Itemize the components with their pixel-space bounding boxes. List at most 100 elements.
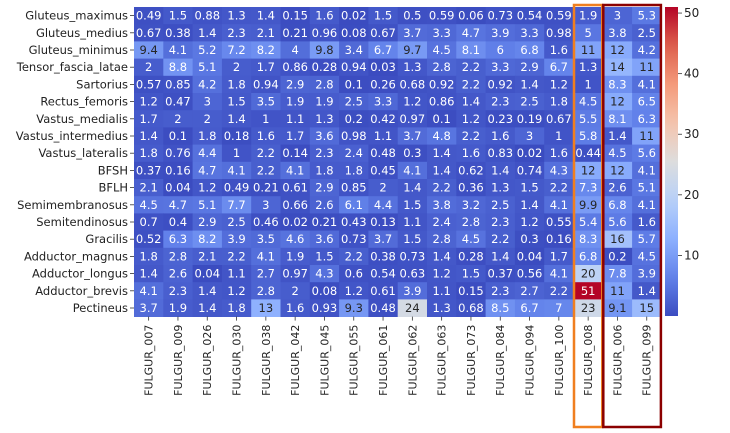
cell-vastus-medialis-fulgur-009 xyxy=(163,110,193,128)
cell-label-adductor-longus-fulgur-094: 0.56 xyxy=(517,267,543,281)
cell-gluteus-medius-fulgur-099 xyxy=(632,24,662,42)
cell-bflh-fulgur-061 xyxy=(368,179,399,197)
cell-label-pectineus-fulgur-007: 3.7 xyxy=(140,301,158,315)
cell-label-rectus-femoris-fulgur-073: 1.4 xyxy=(462,95,480,109)
cell-label-semitendinosus-fulgur-055: 0.43 xyxy=(341,215,367,229)
cell-label-bfsh-fulgur-026: 4.7 xyxy=(198,163,216,177)
cell-pectineus-fulgur-062 xyxy=(397,299,428,317)
cell-gluteus-maximus-fulgur-045 xyxy=(309,7,340,25)
cell-bfsh-fulgur-073 xyxy=(456,161,486,180)
cell-bflh-fulgur-084 xyxy=(485,179,516,197)
cell-label-gluteus-medius-fulgur-084: 3.9 xyxy=(491,26,509,40)
cell-vastus-medialis-fulgur-042 xyxy=(280,110,311,128)
cell-label-gluteus-minimus-fulgur-007: 9.4 xyxy=(140,43,158,57)
cell-gluteus-maximus-fulgur-026 xyxy=(192,7,223,25)
cell-label-adductor-brevis-fulgur-038: 2.8 xyxy=(257,284,275,298)
cell-sartorius-fulgur-008 xyxy=(573,75,604,94)
cell-label-semitendinosus-fulgur-045: 0.21 xyxy=(312,215,338,229)
cell-rectus-femoris-fulgur-055 xyxy=(339,93,369,111)
cell-label-gracilis-fulgur-038: 3.5 xyxy=(257,232,275,246)
cell-label-adductor-brevis-fulgur-009: 2.3 xyxy=(169,284,187,298)
cell-vastus-medialis-fulgur-094 xyxy=(514,110,545,128)
cell-gluteus-minimus-fulgur-045 xyxy=(309,41,340,59)
heatmap-cells: 0.49 1.5 0.88 1.3 1.4 0.15 1.6 0.02 1.5 0.5 0.59 0.… xyxy=(134,7,662,317)
cell-vastus-medialis-fulgur-038 xyxy=(251,110,281,128)
cell-label-gluteus-minimus-fulgur-055: 3.4 xyxy=(345,43,363,57)
highlight-boxes xyxy=(572,3,663,429)
cell-gluteus-medius-fulgur-030 xyxy=(221,24,252,42)
cell-adductor-magnus-fulgur-042 xyxy=(280,247,311,266)
cell-vastus-intermedius-fulgur-099 xyxy=(632,127,662,145)
cell-adductor-brevis-fulgur-055 xyxy=(339,282,369,300)
cell-tensor-fascia-latae-fulgur-099 xyxy=(632,58,662,77)
cell-gluteus-maximus-fulgur-084 xyxy=(485,7,516,25)
cell-label-adductor-brevis-fulgur-042: 2 xyxy=(291,284,298,298)
cell-label-bflh-fulgur-062: 1.4 xyxy=(403,181,421,195)
cell-label-tensor-fascia-latae-fulgur-094: 2.9 xyxy=(520,60,538,74)
cell-label-semitendinosus-fulgur-062: 1.1 xyxy=(403,215,421,229)
row-label-bflh: BFLH xyxy=(98,181,128,195)
cell-sartorius-fulgur-055 xyxy=(339,75,369,94)
cell-label-semimembranosus-fulgur-099: 4.1 xyxy=(638,198,656,212)
cell-label-semitendinosus-fulgur-026: 2.9 xyxy=(198,215,216,229)
cell-gluteus-maximus-fulgur-008 xyxy=(573,7,604,25)
column-label-fulgur-009: FULGUR_009 xyxy=(172,325,185,396)
cell-semimembranosus-fulgur-055 xyxy=(339,196,369,214)
cell-adductor-brevis-fulgur-030 xyxy=(221,282,252,300)
column-label-fulgur-007: FULGUR_007 xyxy=(143,325,156,396)
cell-label-adductor-magnus-fulgur-055: 2.2 xyxy=(345,249,363,263)
cell-label-gluteus-maximus-fulgur-038: 1.4 xyxy=(257,9,275,23)
cell-bfsh-fulgur-026 xyxy=(192,161,223,180)
cell-label-adductor-magnus-fulgur-006: 0.2 xyxy=(608,249,626,263)
cell-label-vastus-intermedius-fulgur-042: 1.7 xyxy=(286,129,304,143)
cell-semitendinosus-fulgur-073 xyxy=(456,213,486,231)
cell-label-sartorius-fulgur-055: 0.1 xyxy=(345,77,363,91)
cell-label-tensor-fascia-latae-fulgur-062: 1.3 xyxy=(403,60,421,74)
column-label-fulgur-084: FULGUR_084 xyxy=(494,325,507,396)
cell-gluteus-medius-fulgur-055 xyxy=(339,24,369,42)
cell-vastus-intermedius-fulgur-063 xyxy=(427,127,457,145)
cell-label-gluteus-medius-fulgur-099: 2.5 xyxy=(638,26,656,40)
cell-adductor-magnus-fulgur-007 xyxy=(134,247,164,266)
cell-vastus-intermedius-fulgur-062 xyxy=(397,127,428,145)
cell-adductor-magnus-fulgur-008 xyxy=(573,247,604,266)
cell-bfsh-fulgur-006 xyxy=(602,161,633,180)
cell-label-vastus-lateralis-fulgur-038: 2.2 xyxy=(257,146,275,160)
cell-label-sartorius-fulgur-006: 8.3 xyxy=(608,77,626,91)
cell-label-adductor-longus-fulgur-099: 3.9 xyxy=(638,267,656,281)
cell-semitendinosus-fulgur-094 xyxy=(514,213,545,231)
cell-label-bflh-fulgur-007: 2.1 xyxy=(140,181,158,195)
cell-label-rectus-femoris-fulgur-063: 0.86 xyxy=(429,95,455,109)
cell-rectus-femoris-fulgur-061 xyxy=(368,93,399,111)
cell-pectineus-fulgur-100 xyxy=(544,299,574,317)
cell-label-bfsh-fulgur-099: 4.1 xyxy=(638,163,656,177)
cell-label-adductor-longus-fulgur-038: 2.7 xyxy=(257,267,275,281)
cell-pectineus-fulgur-026 xyxy=(192,299,223,317)
cell-tensor-fascia-latae-fulgur-094 xyxy=(514,58,545,77)
colorbar: 10 20 30 40 50 xyxy=(665,6,699,316)
cell-adductor-brevis-fulgur-038 xyxy=(251,282,281,300)
cell-label-adductor-longus-fulgur-055: 0.6 xyxy=(345,267,363,281)
cell-label-pectineus-fulgur-006: 9.1 xyxy=(608,301,626,315)
cell-label-rectus-femoris-fulgur-008: 4.5 xyxy=(579,95,597,109)
cell-gluteus-medius-fulgur-063 xyxy=(427,24,457,42)
cell-bflh-fulgur-063 xyxy=(427,179,457,197)
cell-gluteus-medius-fulgur-008 xyxy=(573,24,604,42)
cell-semitendinosus-fulgur-042 xyxy=(280,213,311,231)
cell-label-semimembranosus-fulgur-063: 3.8 xyxy=(433,198,451,212)
cell-semitendinosus-fulgur-009 xyxy=(163,213,193,231)
cell-vastus-lateralis-fulgur-026 xyxy=(192,144,223,163)
cell-gracilis-fulgur-045 xyxy=(309,230,340,249)
cell-label-sartorius-fulgur-008: 1 xyxy=(584,77,591,91)
cell-vastus-medialis-fulgur-073 xyxy=(456,110,486,128)
cell-adductor-brevis-fulgur-026 xyxy=(192,282,223,300)
cell-label-gluteus-minimus-fulgur-009: 4.1 xyxy=(169,43,187,57)
cell-label-vastus-lateralis-fulgur-008: 0.44 xyxy=(575,146,601,160)
cell-gluteus-maximus-fulgur-073 xyxy=(456,7,486,25)
cell-gluteus-minimus-fulgur-042 xyxy=(280,41,311,59)
cell-label-adductor-magnus-fulgur-030: 2.2 xyxy=(227,249,245,263)
cell-adductor-magnus-fulgur-073 xyxy=(456,247,486,266)
cell-pectineus-fulgur-009 xyxy=(163,299,193,317)
cell-label-adductor-brevis-fulgur-100: 2.2 xyxy=(550,284,568,298)
